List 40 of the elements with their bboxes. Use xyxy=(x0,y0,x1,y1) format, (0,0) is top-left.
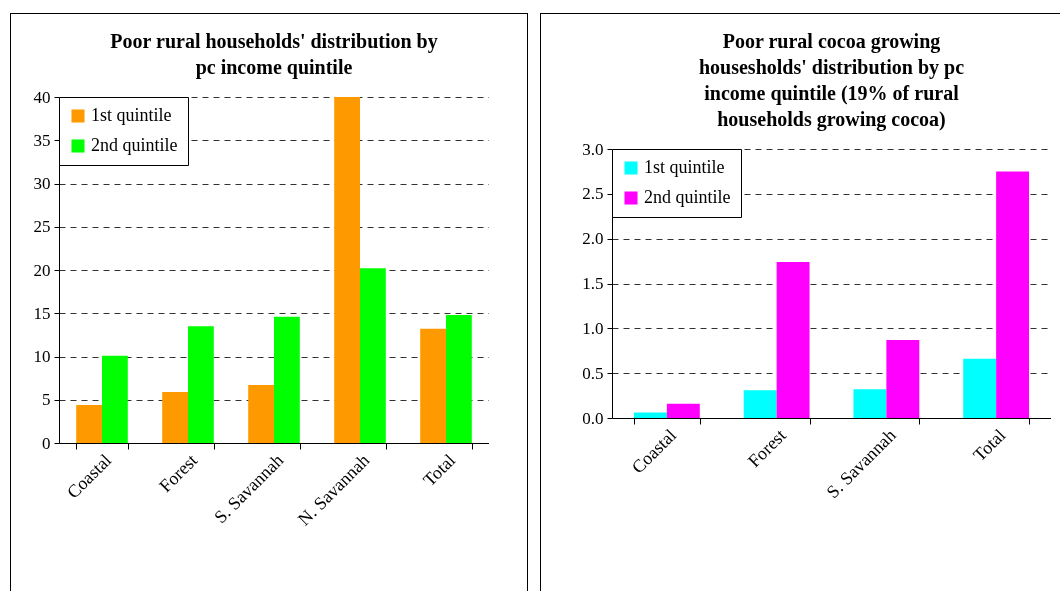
bar xyxy=(274,316,300,443)
bar xyxy=(886,339,920,418)
bar xyxy=(996,171,1030,418)
y-tick-label: 10 xyxy=(33,347,51,366)
y-tick-label: 0.0 xyxy=(582,408,604,428)
legend-label: 1st quintile xyxy=(644,157,725,177)
bar xyxy=(248,385,274,443)
y-tick-label: 0 xyxy=(42,433,51,453)
y-tick-label: 30 xyxy=(33,174,51,193)
bar xyxy=(76,404,102,443)
bar xyxy=(334,97,360,443)
bar xyxy=(102,355,128,443)
legend-label: 1st quintile xyxy=(91,105,172,125)
y-tick-label: 2.5 xyxy=(582,184,604,204)
bar xyxy=(853,389,887,418)
bar xyxy=(360,268,386,443)
bar xyxy=(963,358,997,418)
y-tick-label: 1.5 xyxy=(582,274,604,293)
y-tick-label: 25 xyxy=(33,217,51,237)
bar xyxy=(776,261,810,418)
legend-label: 2nd quintile xyxy=(91,135,178,155)
y-tick-label: 0.5 xyxy=(582,363,604,383)
y-tick-label: 2.0 xyxy=(582,229,604,249)
y-tick-label: 1.0 xyxy=(582,318,604,338)
chart-title: Poor rural cocoa growing housesholds' distribution by pc income quintile (19% of rural households growing cocoa) xyxy=(698,30,965,131)
bar xyxy=(666,403,700,418)
bar xyxy=(162,391,188,443)
bar xyxy=(446,314,472,443)
chart-title: Poor rural households' distribution by pc income quintile xyxy=(110,30,438,79)
y-tick-label: 40 xyxy=(33,87,51,107)
bar xyxy=(743,390,777,418)
y-tick-label: 20 xyxy=(33,260,51,280)
y-tick-label: 15 xyxy=(33,303,51,323)
y-tick-label: 3.0 xyxy=(582,139,604,159)
legend-label: 2nd quintile xyxy=(644,187,731,207)
bar xyxy=(188,326,214,443)
bar xyxy=(633,412,667,418)
y-tick-label: 35 xyxy=(33,130,51,150)
bar xyxy=(420,328,446,443)
y-tick-label: 5 xyxy=(42,390,51,410)
